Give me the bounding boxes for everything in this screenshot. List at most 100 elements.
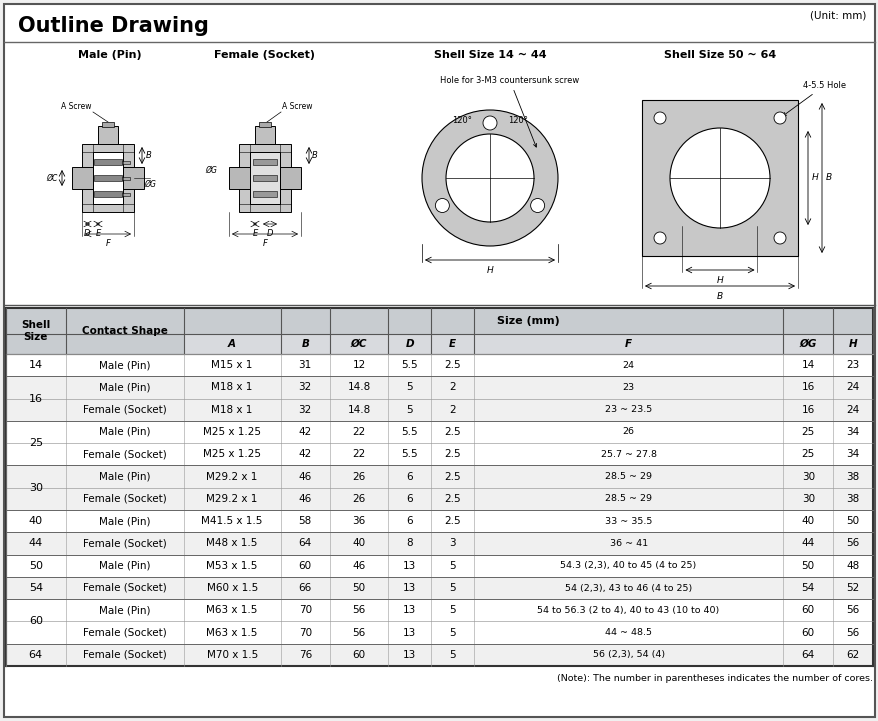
Text: 44: 44 (801, 539, 814, 549)
Bar (6, 554, 66, 577)
Text: 28.5 ~ 29: 28.5 ~ 29 (604, 472, 651, 481)
Text: B: B (716, 292, 723, 301)
Text: 46: 46 (299, 472, 312, 482)
Bar (6, 554, 872, 577)
Text: 2.5: 2.5 (443, 427, 460, 437)
Bar (280, 334, 329, 354)
Text: Female (Socket): Female (Socket) (83, 650, 166, 660)
Text: Female (Socket): Female (Socket) (83, 627, 166, 637)
Text: 5: 5 (449, 583, 456, 593)
Bar (66, 308, 184, 354)
Text: (Note): The number in parentheses indicates the number of cores.: (Note): The number in parentheses indica… (557, 674, 872, 683)
Text: 3: 3 (449, 539, 456, 549)
Bar (6, 532, 66, 554)
Text: E: E (449, 339, 456, 349)
Text: Male (Pin): Male (Pin) (98, 606, 150, 615)
Text: 22: 22 (352, 449, 365, 459)
Text: 25: 25 (801, 449, 814, 459)
Text: 24: 24 (846, 382, 859, 392)
Text: 60: 60 (29, 616, 43, 627)
Text: 38: 38 (846, 494, 859, 504)
Text: 5: 5 (449, 627, 456, 637)
Text: Outline Drawing: Outline Drawing (18, 16, 209, 36)
Text: 24: 24 (846, 404, 859, 415)
Bar (6, 510, 66, 532)
Text: 5.5: 5.5 (401, 360, 418, 370)
Text: 30: 30 (29, 483, 43, 492)
Text: ØG: ØG (205, 166, 217, 174)
Text: 54.3 (2,3), 40 to 45 (4 to 25): 54.3 (2,3), 40 to 45 (4 to 25) (560, 561, 696, 570)
Bar (6, 376, 872, 399)
Text: 25: 25 (801, 427, 814, 437)
Text: M63 x 1.5: M63 x 1.5 (206, 627, 257, 637)
Text: H: H (486, 266, 493, 275)
Text: 2.5: 2.5 (443, 472, 460, 482)
Text: 64: 64 (299, 539, 312, 549)
Bar (6, 577, 872, 599)
Bar (430, 334, 473, 354)
Text: 12: 12 (352, 360, 365, 370)
Text: B: B (825, 174, 831, 182)
Text: 56: 56 (846, 606, 859, 615)
Circle shape (421, 110, 558, 246)
Text: 16: 16 (801, 404, 814, 415)
Text: M41.5 x 1.5: M41.5 x 1.5 (201, 516, 263, 526)
Text: ØG: ØG (799, 339, 816, 349)
Bar (6, 622, 872, 644)
Bar (93, 152, 123, 204)
Text: M53 x 1.5: M53 x 1.5 (206, 561, 257, 571)
Text: 60: 60 (801, 627, 814, 637)
Text: 56: 56 (352, 606, 365, 615)
Text: B: B (301, 339, 309, 349)
Text: 2: 2 (449, 404, 456, 415)
Text: 5: 5 (406, 404, 413, 415)
Text: 64: 64 (801, 650, 814, 660)
Bar (6, 354, 872, 376)
Circle shape (653, 112, 666, 124)
Circle shape (435, 198, 449, 213)
Text: (Unit: mm): (Unit: mm) (809, 10, 865, 20)
Text: 34: 34 (846, 427, 859, 437)
Text: 5.5: 5.5 (401, 449, 418, 459)
Text: 36: 36 (352, 516, 365, 526)
Bar (82, 144, 133, 212)
Text: A Screw: A Screw (61, 102, 92, 111)
Text: 40: 40 (352, 539, 365, 549)
Text: 70: 70 (299, 606, 312, 615)
Text: 50: 50 (801, 561, 814, 571)
Text: M25 x 1.25: M25 x 1.25 (203, 427, 261, 437)
Text: M63 x 1.5: M63 x 1.5 (206, 606, 257, 615)
Text: 42: 42 (299, 427, 312, 437)
Text: 44: 44 (29, 539, 43, 549)
Bar (641, 100, 797, 256)
Text: 56: 56 (352, 627, 365, 637)
Text: 66: 66 (299, 583, 312, 593)
Bar (94, 159, 122, 165)
Text: Male (Pin): Male (Pin) (98, 382, 150, 392)
Circle shape (669, 128, 769, 228)
Text: 8: 8 (406, 539, 413, 549)
Text: Shell Size 50 ~ 64: Shell Size 50 ~ 64 (663, 50, 775, 60)
Text: 13: 13 (403, 583, 416, 593)
Text: 4-5.5 Hole: 4-5.5 Hole (782, 81, 846, 116)
Text: M18 x 1: M18 x 1 (212, 404, 253, 415)
Bar (253, 159, 277, 165)
Text: 26: 26 (352, 472, 365, 482)
Text: Male (Pin): Male (Pin) (98, 427, 150, 437)
Text: 23: 23 (622, 383, 634, 392)
Text: D: D (84, 229, 90, 238)
Text: 23 ~ 23.5: 23 ~ 23.5 (604, 405, 651, 414)
Text: 13: 13 (403, 650, 416, 660)
Text: 22: 22 (352, 427, 365, 437)
Bar (72, 167, 144, 189)
Circle shape (445, 134, 534, 222)
Text: 5: 5 (449, 650, 456, 660)
Bar (6, 532, 872, 554)
Text: M25 x 1.25: M25 x 1.25 (203, 449, 261, 459)
Text: 6: 6 (406, 472, 413, 482)
Bar (184, 308, 872, 334)
Text: Female (Socket): Female (Socket) (83, 539, 166, 549)
Text: D: D (405, 339, 414, 349)
Text: Male (Pin): Male (Pin) (98, 516, 150, 526)
Circle shape (530, 198, 544, 213)
